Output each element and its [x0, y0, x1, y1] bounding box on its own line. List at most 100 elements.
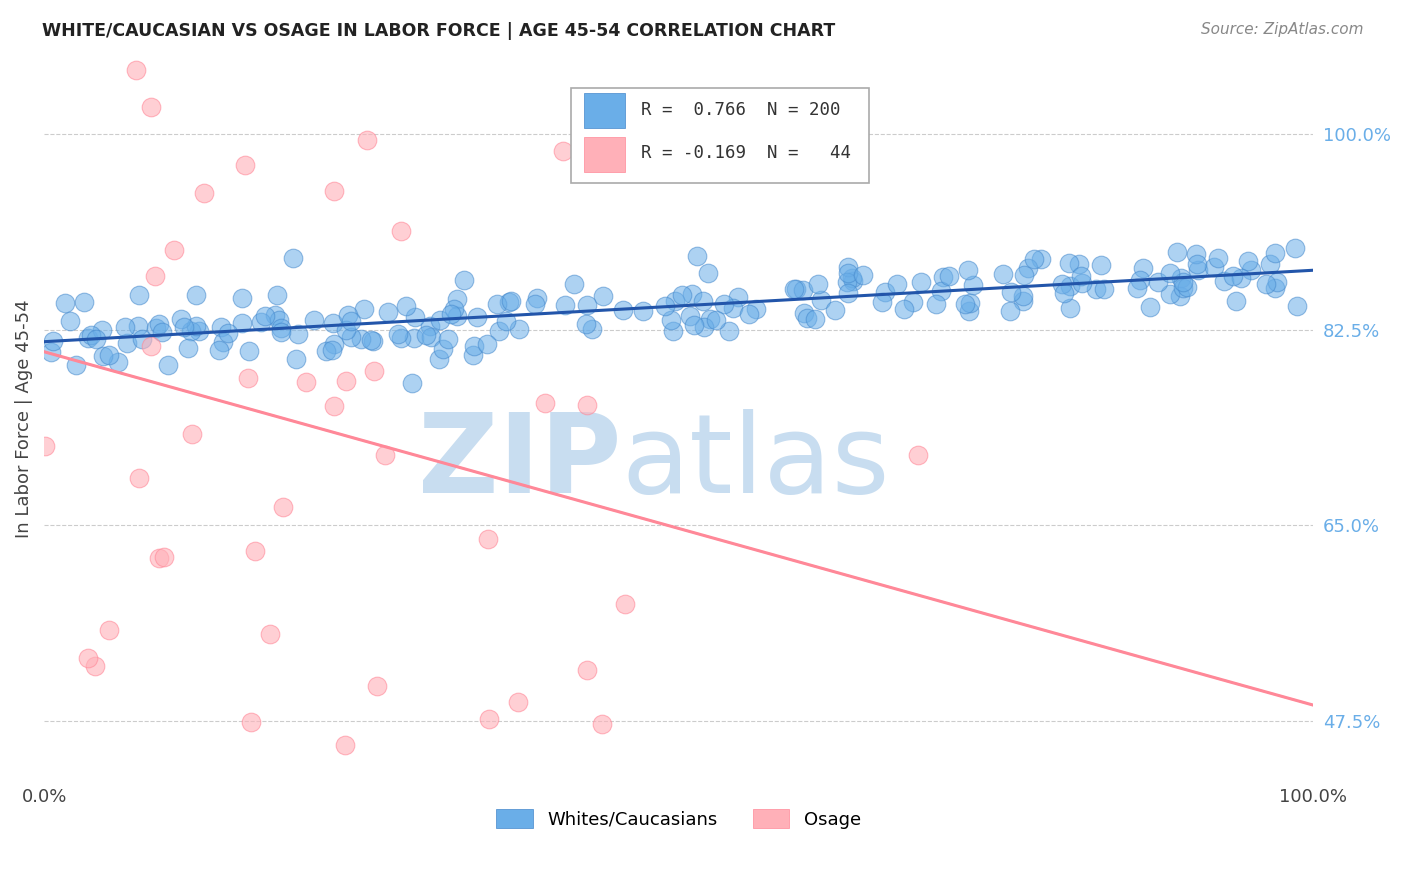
Point [713, 297, 735, 311]
Point [575, 298, 598, 312]
Point [419, 330, 441, 344]
Point [554, 298, 576, 312]
Point [901, 295, 924, 310]
Point [446, 310, 468, 324]
Point [523, 297, 546, 311]
Point [465, 310, 488, 325]
Point [1166, 244, 1188, 259]
Point [181, 427, 204, 442]
Point [302, 313, 325, 327]
Legend: Whites/Caucasians, Osage: Whites/Caucasians, Osage [489, 802, 869, 836]
Point [128, 288, 150, 302]
Point [366, 680, 388, 694]
Point [333, 739, 356, 753]
Point [267, 312, 290, 326]
Point [957, 263, 980, 277]
Point [1171, 281, 1194, 295]
Point [208, 343, 231, 358]
Point [73, 294, 96, 309]
Point [353, 302, 375, 317]
Point [1132, 261, 1154, 276]
Point [1204, 260, 1226, 274]
Point [65, 358, 87, 372]
Point [575, 398, 598, 412]
Point [356, 133, 378, 147]
Point [837, 266, 859, 280]
Point [238, 343, 260, 358]
Point [266, 288, 288, 302]
Point [612, 303, 634, 318]
Point [696, 266, 718, 280]
Point [785, 282, 807, 296]
Point [440, 307, 463, 321]
Point [807, 277, 830, 291]
FancyBboxPatch shape [583, 136, 626, 171]
Point [1011, 289, 1033, 303]
Point [1285, 300, 1308, 314]
Point [188, 324, 211, 338]
Point [389, 224, 412, 238]
Point [1070, 269, 1092, 284]
Point [335, 323, 357, 337]
Point [254, 309, 277, 323]
Point [145, 320, 167, 334]
Point [322, 184, 344, 198]
Point [498, 294, 520, 309]
Point [394, 299, 416, 313]
Point [824, 303, 846, 318]
Point [193, 186, 215, 200]
Point [998, 303, 1021, 318]
Point [1185, 256, 1208, 270]
Point [1206, 251, 1229, 265]
Point [654, 299, 676, 313]
Point [693, 320, 716, 334]
Point [721, 301, 744, 316]
Point [436, 332, 458, 346]
Point [360, 333, 382, 347]
Point [287, 326, 309, 341]
Text: WHITE/CAUCASIAN VS OSAGE IN LABOR FORCE | AGE 45-54 CORRELATION CHART: WHITE/CAUCASIAN VS OSAGE IN LABOR FORCE … [42, 22, 835, 40]
Point [97, 623, 120, 637]
Point [1170, 271, 1192, 285]
Point [315, 343, 337, 358]
Point [1175, 279, 1198, 293]
Point [186, 288, 208, 302]
Point [1092, 281, 1115, 295]
Point [39, 345, 62, 359]
Point [463, 339, 485, 353]
Point [446, 292, 468, 306]
Point [1057, 256, 1080, 270]
Point [401, 376, 423, 390]
Point [270, 326, 292, 340]
Point [586, 145, 609, 159]
Point [1128, 273, 1150, 287]
Point [495, 314, 517, 328]
Point [59, 313, 82, 327]
Point [233, 158, 256, 172]
Point [1168, 289, 1191, 303]
Point [1059, 301, 1081, 315]
Point [591, 716, 613, 731]
Point [173, 320, 195, 334]
Point [477, 337, 499, 351]
Point [209, 320, 232, 334]
Point [1084, 282, 1107, 296]
Point [1000, 285, 1022, 299]
Point [1059, 279, 1081, 293]
Point [1125, 281, 1147, 295]
Point [212, 335, 235, 350]
Point [340, 330, 363, 344]
Point [243, 544, 266, 558]
Point [374, 448, 396, 462]
Point [692, 293, 714, 308]
Point [661, 324, 683, 338]
Point [236, 371, 259, 385]
Point [1029, 252, 1052, 267]
Point [526, 291, 548, 305]
Text: atlas: atlas [621, 409, 890, 516]
FancyBboxPatch shape [583, 93, 626, 128]
Point [1050, 277, 1073, 291]
Point [83, 658, 105, 673]
Point [163, 244, 186, 258]
Point [323, 337, 346, 351]
